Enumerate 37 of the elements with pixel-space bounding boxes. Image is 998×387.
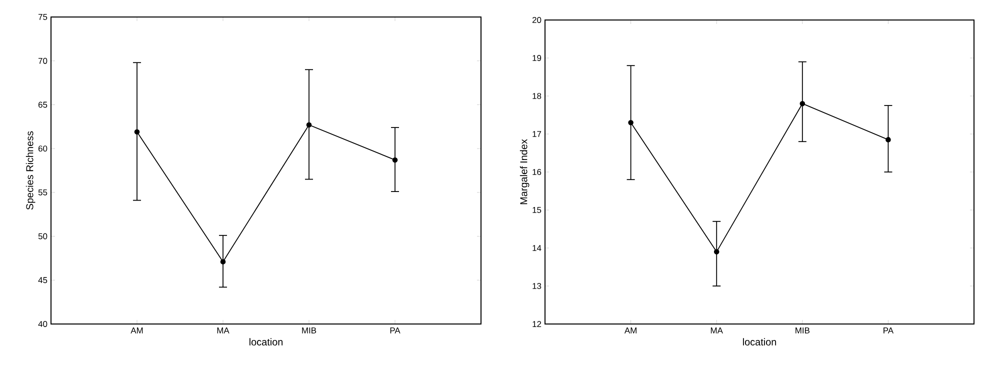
point bbox=[392, 157, 398, 163]
x-tick-label: AM bbox=[130, 328, 143, 334]
point bbox=[306, 122, 312, 128]
x-tick-label: MA bbox=[217, 328, 230, 334]
y-tick-label: 15 bbox=[532, 207, 542, 213]
y-tick-label: 16 bbox=[532, 169, 542, 175]
x-tick-label: MA bbox=[710, 328, 723, 334]
y-tick-label: 60 bbox=[38, 146, 48, 152]
x-tick-label: PA bbox=[390, 328, 400, 334]
y-axis-title: Margalef Index bbox=[520, 139, 530, 204]
x-tick-label: MIB bbox=[796, 328, 810, 334]
point bbox=[714, 249, 720, 254]
x-tick-label: AM bbox=[624, 328, 636, 334]
y-tick-label: 20 bbox=[532, 17, 542, 23]
y-tick-label: 14 bbox=[532, 245, 542, 251]
point bbox=[886, 137, 891, 142]
y-axis-title: Species Richness bbox=[26, 131, 36, 210]
x-axis-title: location bbox=[250, 338, 283, 346]
point bbox=[628, 120, 634, 126]
y-tick-label: 12 bbox=[532, 321, 542, 327]
y-tick-label: 70 bbox=[38, 58, 48, 64]
x-tick-label: MIB bbox=[302, 328, 316, 334]
y-tick-label: 17 bbox=[532, 131, 542, 137]
point bbox=[134, 129, 140, 135]
y-tick-label: 45 bbox=[38, 277, 48, 284]
y-tick-label: 18 bbox=[532, 93, 542, 99]
y-tick-label: 75 bbox=[38, 14, 48, 20]
y-tick-label: 19 bbox=[532, 55, 542, 61]
point bbox=[800, 100, 806, 106]
point bbox=[220, 259, 226, 264]
y-tick-label: 40 bbox=[38, 321, 48, 327]
x-tick-label: PA bbox=[884, 328, 894, 334]
y-tick-label: 50 bbox=[38, 233, 48, 240]
x-axis-title: location bbox=[743, 338, 776, 346]
y-tick-label: 13 bbox=[532, 283, 542, 289]
y-tick-label: 65 bbox=[38, 102, 48, 108]
y-tick-label: 55 bbox=[38, 189, 48, 196]
